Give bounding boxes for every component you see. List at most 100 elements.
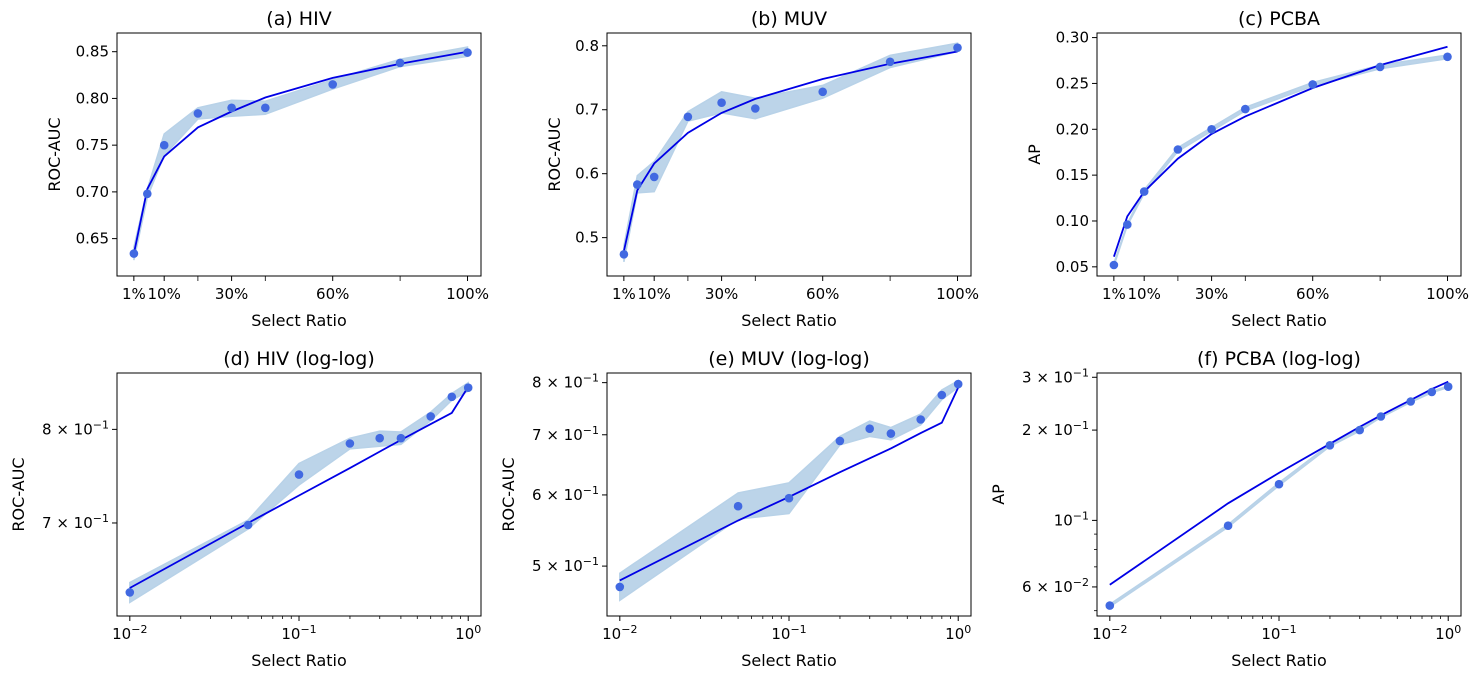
data-point [125, 588, 135, 597]
y-tick-label: 10−1 [1054, 509, 1089, 530]
x-tick-label: 30% [1195, 285, 1228, 303]
data-point [953, 43, 962, 52]
y-tick-label: 8 × 10−1 [42, 418, 109, 439]
data-point [865, 424, 874, 434]
confidence-band [133, 46, 469, 261]
axes-frame [1096, 32, 1462, 277]
data-point [619, 250, 629, 259]
chart-title: (f) PCBA (log-log) [1197, 348, 1361, 370]
y-axis-label: ROC-AUC [499, 457, 518, 531]
y-tick-label: 0.25 [1056, 74, 1089, 92]
y-tick-label: 0.70 [76, 183, 109, 201]
y-tick-label: 5 × 10−1 [532, 555, 599, 576]
data-point [294, 470, 304, 479]
x-axis-label: Select Ratio [1231, 651, 1327, 670]
data-point [1207, 125, 1216, 134]
data-point [1427, 387, 1437, 397]
data-point [1241, 104, 1250, 114]
data-point [818, 87, 827, 97]
data-point [426, 412, 436, 421]
axes-frame [1096, 372, 1462, 617]
y-tick-label: 0.80 [76, 89, 109, 107]
data-point [328, 80, 338, 89]
data-point [243, 520, 253, 530]
y-tick-label: 6 × 10−2 [1022, 575, 1089, 596]
y-tick-label: 0.5 [575, 229, 599, 247]
data-point [1443, 382, 1453, 392]
x-axis-label: Select Ratio [741, 651, 837, 670]
fit-line [619, 387, 960, 582]
y-tick-label: 0.10 [1056, 212, 1089, 230]
data-point [784, 493, 794, 503]
data-point [1376, 412, 1386, 421]
data-point [835, 436, 845, 446]
y-tick-label: 0.7 [575, 101, 599, 119]
chart-panel-4: 10−2 10−1 100 7 × 10−1 8 × 10−1 (d) HIV (log-… [9, 348, 482, 670]
confidence-band [1113, 54, 1449, 267]
x-tick-label: 1% [1102, 285, 1126, 303]
y-tick-label: 0.8 [575, 37, 599, 55]
y-axis-label: AP [989, 484, 1008, 505]
data-point [1105, 601, 1115, 610]
chart-panel-6: 10−2 10−1 100 6 × 10−2 10−1 2 × 10−1 3 × 10−1 (… [989, 348, 1462, 670]
x-axis-label: Select Ratio [251, 651, 347, 670]
y-tick-label: 2 × 10−1 [1022, 419, 1089, 440]
x-axis-label: Select Ratio [741, 311, 837, 330]
y-tick-label: 6 × 10−1 [532, 483, 599, 504]
data-point [1375, 62, 1385, 72]
chart-panel-5: 10−2 10−1 100 5 × 10−1 6 × 10−1 7 × 10−1 8 × 1… [499, 348, 972, 670]
confidence-band [129, 381, 469, 604]
x-tick-label: 100% [446, 285, 489, 303]
data-point [463, 48, 472, 57]
data-point [633, 180, 642, 189]
y-axis-label: ROC-AUC [545, 117, 564, 191]
chart-title: (a) HIV [266, 8, 331, 30]
x-axis-label: Select Ratio [1231, 311, 1327, 330]
data-point [1109, 260, 1119, 270]
x-tick-label: 100 [1435, 623, 1461, 644]
data-point [1406, 397, 1415, 406]
x-tick-label: 10% [638, 285, 671, 303]
x-tick-label: 10−1 [1261, 623, 1296, 644]
x-tick-label: 100% [1426, 285, 1469, 303]
data-point [751, 104, 760, 113]
data-point [1443, 52, 1452, 62]
data-point [375, 433, 385, 443]
data-point [1123, 220, 1132, 229]
y-tick-label: 0.15 [1056, 166, 1089, 184]
data-point [953, 379, 963, 389]
data-point [937, 390, 947, 400]
y-tick-label: 7 × 10−1 [42, 511, 109, 532]
data-point [733, 501, 743, 511]
chart-panel-3: 1% 10% 30% 60% 100% 0.05 0.10 0.15 0.20 0.25 0.30 (… [1025, 8, 1469, 330]
y-tick-label: 0.30 [1056, 29, 1089, 47]
chart-title: (e) MUV (log-log) [708, 348, 870, 370]
confidence-band [1109, 384, 1449, 609]
chart-title: (c) PCBA [1238, 8, 1320, 30]
data-point [1274, 479, 1284, 489]
x-axis-label: Select Ratio [251, 311, 347, 330]
data-point [649, 172, 659, 182]
data-point [345, 439, 355, 448]
chart-title: (b) MUV [751, 8, 827, 30]
x-tick-label: 60% [806, 285, 839, 303]
fit-line [133, 50, 468, 254]
x-tick-label: 10−2 [1092, 623, 1127, 644]
data-point [717, 98, 726, 107]
x-tick-label: 10% [148, 285, 181, 303]
x-tick-label: 10% [1128, 285, 1161, 303]
fit-line [623, 50, 958, 252]
y-tick-label: 0.75 [76, 136, 109, 154]
data-point [1355, 425, 1364, 435]
chart-panel-2: 1% 10% 30% 60% 100% 0.5 0.6 0.7 0.8 (b) MUV Select… [545, 8, 979, 330]
y-tick-label: 0.6 [575, 165, 599, 183]
data-point [1308, 80, 1317, 89]
axes-frame [606, 32, 972, 277]
y-tick-label: 0.20 [1056, 120, 1089, 138]
data-point [1223, 521, 1233, 530]
data-point [886, 429, 896, 438]
data-point [885, 57, 895, 67]
x-tick-label: 10−1 [771, 623, 806, 644]
chart-panel-1: 1% 10% 30% 60% 100% 0.65 0.70 0.75 0.80 0.85 (a) H… [45, 8, 489, 330]
y-tick-label: 0.65 [76, 230, 109, 248]
